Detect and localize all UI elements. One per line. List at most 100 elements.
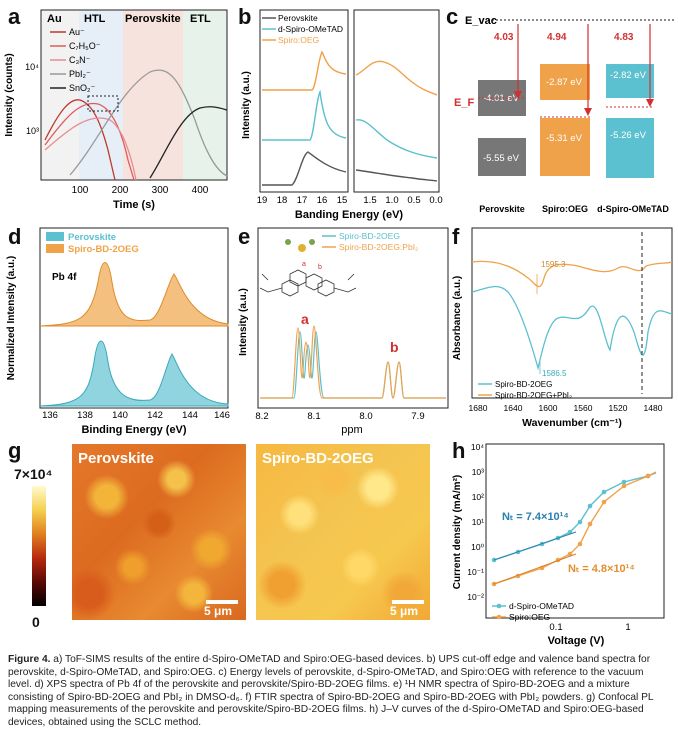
h-ytick-2: 10³	[472, 467, 484, 477]
curve-c3n	[44, 117, 137, 181]
f-xtick-3: 1600	[539, 403, 558, 413]
c-mat-dspiro: d-Spiro-OMeTAD	[597, 204, 669, 214]
curve-c7h5o	[44, 102, 135, 181]
b-xtick-l5: 15	[337, 195, 348, 206]
e-mol-b: b	[318, 264, 322, 271]
b-curve-orange-left	[262, 50, 347, 91]
a-xtick-3: 300	[152, 185, 169, 196]
h-ytick-1: 10⁴	[471, 442, 484, 452]
legend-e-2: Spiro-BD-2OEG:PbI₂	[339, 242, 418, 252]
h-points-orange	[491, 473, 651, 587]
h-ytick-5: 10⁰	[471, 542, 484, 552]
c-dspiro-cb	[606, 64, 654, 98]
a-xlabel: Time (s)	[113, 199, 155, 211]
a-xtick-4: 400	[192, 185, 209, 196]
panel-a-label: a	[8, 4, 21, 29]
c-dspiro-vb	[606, 118, 654, 178]
c-wf-oeg: 4.94	[547, 32, 567, 43]
c-perov-vb	[478, 138, 526, 176]
d-xlabel: Binding Energy (eV)	[81, 424, 186, 436]
panel-b-label: b	[238, 4, 252, 29]
legend-f-1: Spiro-BD-2OEG	[495, 380, 552, 389]
legend-f-2: Spiro-BD-2OEG+PbI₂	[495, 391, 572, 400]
region-perovskite-label: Perovskite	[125, 13, 181, 25]
curve-pbi2	[69, 69, 228, 177]
a-ytick-1: 10³	[26, 126, 39, 136]
panel-a-chart: Au HTL Perovskite ETL Au⁻ C₇H₅O⁻ C₃N⁻ Pb…	[4, 9, 228, 211]
legend-a-c7h5o: C₇H₅O⁻	[69, 41, 101, 51]
f-xtick-2: 1640	[504, 403, 523, 413]
e-xtick-4: 7.9	[411, 411, 424, 422]
e-spectrum-cyan	[260, 331, 446, 399]
c-mat-perov: Perovskite	[479, 204, 525, 214]
legend-h-1: d-Spiro-OMeTAD	[509, 601, 574, 611]
panel-f-chart: 1595.3 1586.5 Spiro-BD-2OEG Spiro-BD-2OE…	[452, 227, 673, 429]
legend-a-c3n: C₃N⁻	[69, 55, 91, 65]
c-wf-perov: 4.03	[494, 32, 514, 43]
panel-d-chart: Perovskite Spiro-BD-2OEG Pb 4f 136 138 1…	[6, 227, 230, 436]
c-oeg-cb-text: -2.87 eV	[546, 77, 583, 88]
b-ylabel: Intensity (a.u.)	[241, 71, 252, 139]
region-au	[41, 10, 79, 180]
legend-a-au: Au⁻	[69, 27, 85, 37]
legend-b-perovskite: Perovskite	[278, 13, 318, 23]
figure-caption: Figure 4. a) ToF-SIMS results of the ent…	[8, 654, 670, 730]
f-ann-2: 1586.5	[542, 369, 567, 378]
b-curve-gray-right	[355, 169, 438, 182]
region-htl	[79, 10, 123, 180]
a-xtick-2: 200	[112, 185, 129, 196]
h-xlabel: Voltage (V)	[548, 635, 605, 647]
region-au-label: Au	[47, 13, 62, 25]
h-ytick-7: 10⁻²	[467, 592, 484, 602]
panel-g-label: g	[8, 438, 22, 463]
b-xtick-r1: 1.5	[363, 195, 376, 206]
panel-e-label: e	[238, 224, 251, 249]
panel-e-chart: Spiro-BD-2OEG Spiro-BD-2OEG:PbI₂ a b a b…	[238, 227, 449, 436]
b-curve-gray-left	[262, 151, 347, 186]
d-xtick-1: 136	[42, 410, 58, 421]
legend-b-spirooeg: Spiro:OEG	[278, 35, 319, 45]
a-ylabel: Intensity (counts)	[4, 53, 15, 136]
f-xtick-4: 1560	[574, 403, 593, 413]
c-oeg-cb	[540, 64, 590, 100]
e-xlabel: ppm	[341, 424, 362, 436]
g-colorbar	[32, 486, 46, 606]
g-colorbar-max: 7×10⁴	[14, 466, 53, 482]
c-mat-oeg: Spiro:OEG	[542, 204, 588, 214]
b-xtick-l2: 18	[277, 195, 288, 206]
g-map-spiro	[256, 444, 430, 620]
b-xtick-l4: 16	[317, 195, 328, 206]
d-spectrum-cyan	[39, 340, 229, 407]
legend-d-perov: Perovskite	[68, 232, 116, 243]
b-xtick-l1: 19	[257, 195, 268, 206]
g-map-perovskite	[72, 444, 246, 620]
b-xlabel: Banding Energy (eV)	[295, 209, 404, 221]
a-xtick-1: 100	[72, 185, 89, 196]
d-xtick-4: 142	[147, 410, 163, 421]
g-scale-2: 5 μm	[390, 604, 419, 618]
curve-sno2	[149, 106, 228, 179]
f-xtick-5: 1520	[609, 403, 628, 413]
b-curve-orange-right	[355, 60, 438, 96]
caption-text: a) ToF-SIMS results of the entire d-Spir…	[8, 654, 654, 728]
f-xtick-1: 1680	[469, 403, 488, 413]
c-ef: E_F	[454, 97, 474, 109]
legend-h-2: Spiro:OEG	[509, 612, 550, 622]
d-xtick-3: 140	[112, 410, 128, 421]
b-xtick-l3: 17	[297, 195, 308, 206]
panel-d-label: d	[8, 224, 22, 249]
e-xtick-1: 8.2	[255, 411, 268, 422]
e-peak-b: b	[390, 339, 399, 355]
f-xtick-6: 1480	[644, 403, 663, 413]
c-evac: E_vac	[465, 15, 497, 27]
b-xtick-r4: 0.0	[429, 195, 442, 206]
g-scalebar-2	[392, 600, 424, 604]
caption-bold: Figure 4.	[8, 654, 51, 665]
e-mol-a: a	[302, 261, 306, 268]
panel-b-chart: Perovskite d-Spiro-OMeTAD Spiro:OEG 19 1…	[241, 9, 443, 221]
f-ann-1: 1595.3	[541, 260, 566, 269]
h-nt-blue: Nₜ = 7.4×10¹⁴	[502, 511, 569, 523]
d-xtick-2: 138	[77, 410, 93, 421]
e-spectrum-orange	[260, 325, 446, 399]
panel-c-label: c	[446, 4, 459, 29]
